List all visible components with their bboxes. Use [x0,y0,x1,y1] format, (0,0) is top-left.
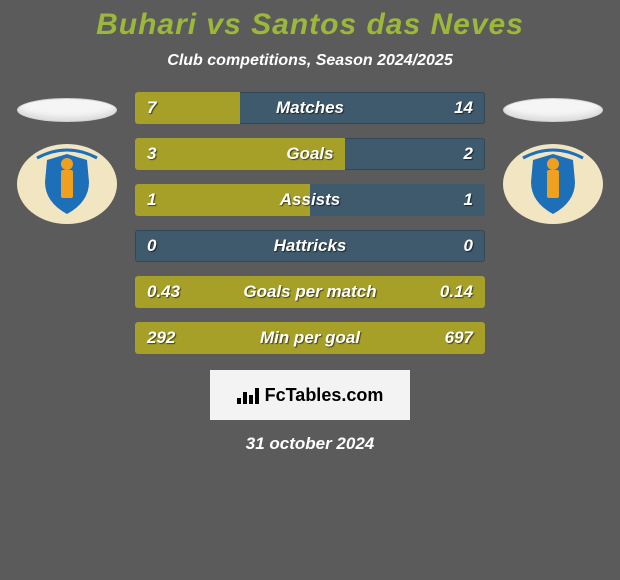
stat-row: 3 2 Goals [135,138,485,170]
stat-right-value: 1 [464,190,473,210]
stat-label: Goals [286,144,333,164]
left-team-badge-icon [17,144,117,224]
source-logo-text: FcTables.com [265,385,384,406]
comparison-infographic: Buhari vs Santos das Neves Club competit… [0,0,620,580]
stat-left-value: 292 [147,328,175,348]
stat-right-value: 0.14 [440,282,473,302]
left-player-column [17,92,117,224]
footer-date: 31 october 2024 [0,434,620,454]
bar-chart-icon [237,386,259,404]
stat-label: Min per goal [260,328,360,348]
stat-left-value: 3 [147,144,156,164]
page-title: Buhari vs Santos das Neves [0,8,620,42]
stat-left-value: 7 [147,98,156,118]
subtitle: Club competitions, Season 2024/2025 [0,52,620,70]
stat-left-value: 1 [147,190,156,210]
right-player-column [503,92,603,224]
stat-right-value: 697 [445,328,473,348]
stats-bars: 7 14 Matches 3 2 Goals 1 1 Assists 0 0 Hattricks 0.4… [135,92,485,354]
source-logo: FcTables.com [210,370,410,420]
body-row: 7 14 Matches 3 2 Goals 1 1 Assists 0 0 Hattricks 0.4… [0,92,620,354]
stat-row: 292 697 Min per goal [135,322,485,354]
stat-label: Goals per match [243,282,376,302]
stat-label: Matches [276,98,344,118]
stat-row: 0.43 0.14 Goals per match [135,276,485,308]
right-flag-icon [503,98,603,122]
stat-right-value: 14 [454,98,473,118]
stat-row: 1 1 Assists [135,184,485,216]
stat-row: 0 0 Hattricks [135,230,485,262]
stat-row: 7 14 Matches [135,92,485,124]
stat-right-value: 0 [464,236,473,256]
stat-label: Hattricks [274,236,347,256]
stat-label: Assists [280,190,340,210]
stat-left-value: 0.43 [147,282,180,302]
left-flag-icon [17,98,117,122]
stat-left-value: 0 [147,236,156,256]
stat-right-value: 2 [464,144,473,164]
right-team-badge-icon [503,144,603,224]
